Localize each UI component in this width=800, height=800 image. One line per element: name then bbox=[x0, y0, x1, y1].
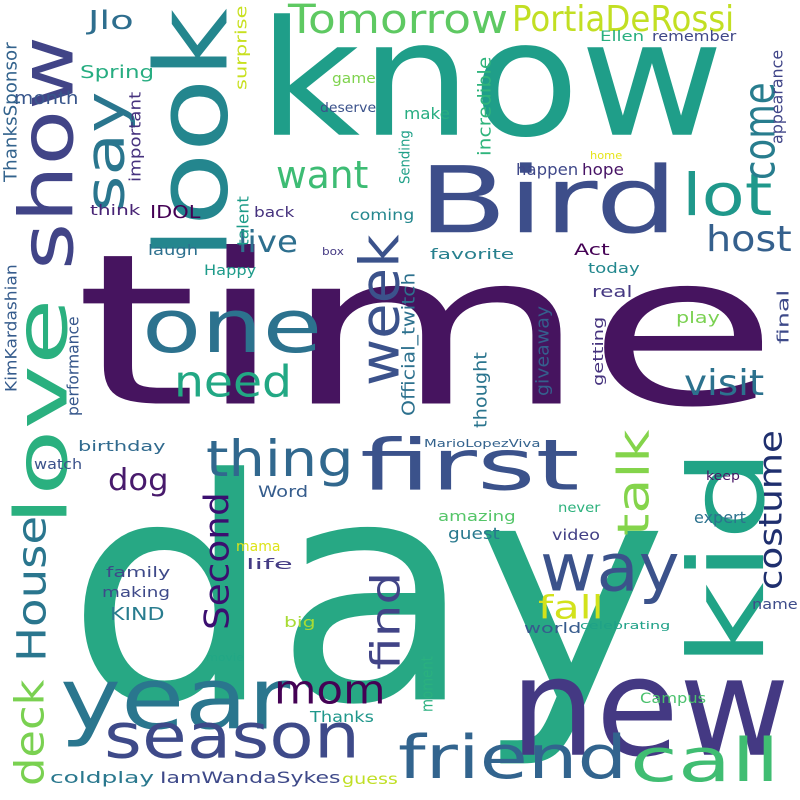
word: fall bbox=[538, 589, 604, 627]
word: KimKardashian bbox=[2, 264, 22, 392]
word: box bbox=[322, 245, 344, 258]
word: think bbox=[90, 203, 141, 219]
word: home bbox=[590, 149, 623, 162]
word: visit bbox=[684, 363, 765, 404]
word: call bbox=[630, 725, 780, 795]
word: IDOL bbox=[150, 202, 201, 223]
word: giveaway bbox=[531, 305, 554, 396]
word: never bbox=[558, 501, 601, 516]
word: name bbox=[752, 597, 798, 613]
word: Act bbox=[574, 240, 610, 259]
word: day bbox=[66, 414, 669, 773]
word: life bbox=[246, 557, 293, 573]
word: expert bbox=[694, 508, 746, 527]
word: family bbox=[106, 565, 171, 581]
word: laugh bbox=[148, 243, 199, 259]
word: deserve bbox=[320, 101, 377, 116]
word: celebrating bbox=[580, 619, 671, 632]
word: remember bbox=[652, 29, 737, 45]
word: Sending bbox=[396, 130, 414, 184]
word: Happy bbox=[204, 263, 257, 279]
word: host bbox=[706, 219, 792, 260]
word: Word bbox=[258, 482, 309, 501]
word: Campus bbox=[640, 691, 707, 707]
word: thought bbox=[469, 352, 492, 428]
word: say bbox=[73, 91, 137, 212]
word: make bbox=[404, 104, 450, 123]
word: Official_twitch bbox=[397, 272, 420, 416]
word: MarioLopezViva bbox=[424, 437, 541, 450]
word: amazing bbox=[438, 509, 516, 525]
word: House bbox=[8, 515, 56, 662]
word: mama bbox=[236, 539, 281, 555]
word: Bird bbox=[418, 147, 679, 255]
word: know bbox=[258, 0, 725, 173]
word: performance bbox=[64, 316, 84, 416]
word: talent bbox=[234, 196, 254, 246]
word: video bbox=[552, 526, 600, 544]
word: season bbox=[104, 701, 360, 773]
word: coldplay bbox=[50, 768, 155, 787]
word: dog bbox=[108, 463, 169, 498]
word: want bbox=[276, 153, 369, 197]
word: back bbox=[254, 205, 295, 221]
word: coming bbox=[350, 206, 415, 224]
word: game bbox=[332, 71, 376, 87]
word: Jlo bbox=[88, 6, 134, 36]
word: incredible bbox=[473, 56, 496, 156]
word: Spring bbox=[80, 62, 155, 83]
word: movie bbox=[206, 651, 244, 664]
word: PortiaDeRossi bbox=[512, 0, 735, 40]
word: making bbox=[102, 585, 170, 601]
word: need bbox=[174, 356, 292, 408]
word: guest bbox=[448, 524, 500, 543]
word: world bbox=[524, 621, 582, 637]
word: way bbox=[540, 529, 680, 607]
word: deck bbox=[6, 679, 54, 786]
word: find bbox=[362, 571, 410, 670]
word: getting bbox=[590, 316, 608, 386]
word: one bbox=[142, 283, 323, 370]
word: Second bbox=[196, 492, 238, 630]
word: Ellen bbox=[600, 29, 645, 45]
word: appearance bbox=[768, 49, 788, 144]
word: lot bbox=[682, 161, 773, 229]
word: ThanksSponsor bbox=[0, 42, 22, 182]
word: new bbox=[510, 628, 790, 788]
word: moment bbox=[418, 656, 438, 712]
word: Tomorrow bbox=[288, 0, 509, 43]
word: month bbox=[14, 88, 79, 109]
word: time bbox=[75, 208, 779, 454]
word: live bbox=[238, 225, 298, 260]
word: costume bbox=[752, 430, 791, 590]
word: play bbox=[676, 308, 720, 327]
word: guess bbox=[342, 770, 398, 788]
word: favorite bbox=[430, 247, 515, 263]
word: thing bbox=[206, 430, 354, 488]
word: watch bbox=[34, 457, 83, 473]
word: keep bbox=[706, 469, 740, 483]
word: KIND bbox=[110, 604, 165, 625]
word: IamWandaSykes bbox=[160, 768, 341, 787]
word: birthday bbox=[78, 439, 166, 455]
word: today bbox=[588, 261, 640, 277]
word: hope bbox=[582, 160, 624, 179]
word: talk bbox=[608, 429, 660, 536]
word: real bbox=[592, 282, 633, 301]
word: mom bbox=[274, 666, 386, 713]
word: Thanks bbox=[310, 708, 374, 726]
word: surprise bbox=[232, 5, 252, 90]
word: big bbox=[284, 615, 316, 631]
word: important bbox=[126, 91, 146, 182]
word: friend bbox=[398, 723, 628, 793]
word: happen bbox=[516, 160, 579, 179]
word: final bbox=[774, 289, 794, 344]
word: year bbox=[60, 648, 291, 750]
word: first bbox=[360, 424, 580, 506]
